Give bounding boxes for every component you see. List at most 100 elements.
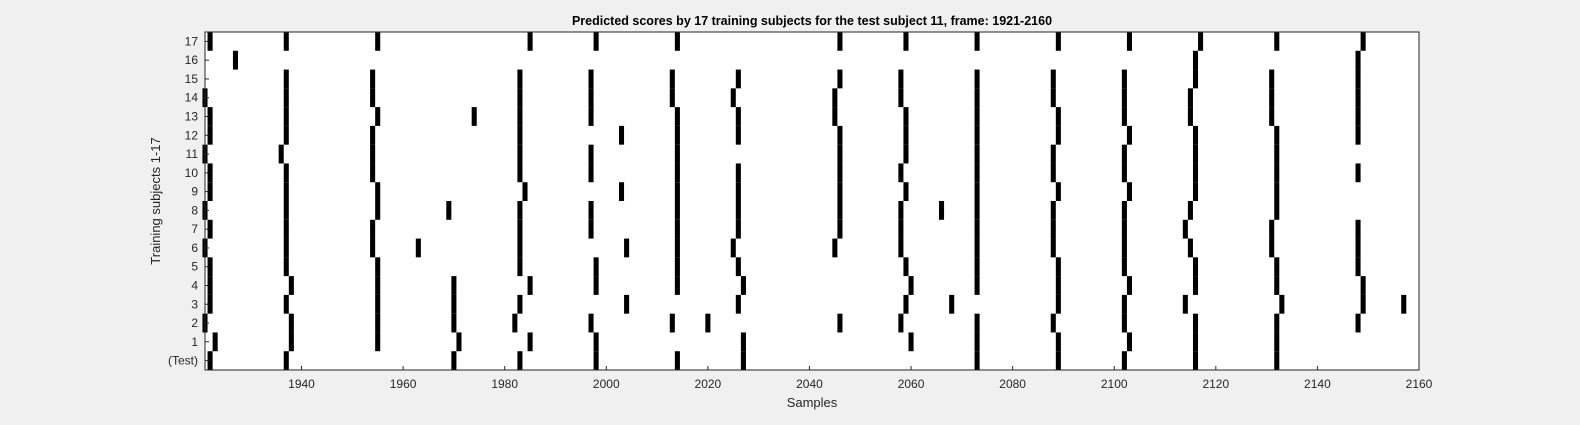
- event-bar: [837, 201, 843, 220]
- event-bar: [1269, 88, 1275, 108]
- event-bar: [674, 182, 680, 201]
- y-tick-label: 6: [191, 241, 198, 255]
- y-tick-label: 15: [185, 72, 199, 86]
- event-bar: [207, 276, 213, 295]
- event-bar: [288, 332, 294, 352]
- event-bar: [207, 257, 213, 277]
- event-bar: [1055, 32, 1061, 51]
- event-bar: [1355, 69, 1361, 89]
- event-bar: [1274, 257, 1280, 277]
- event-bar: [974, 313, 980, 333]
- event-bar: [669, 69, 675, 89]
- event-bar: [451, 294, 457, 314]
- event-bar: [674, 201, 680, 220]
- event-bar: [1187, 201, 1193, 220]
- event-bar: [898, 88, 904, 108]
- event-bar: [624, 238, 630, 258]
- event-bar: [1274, 332, 1280, 352]
- event-bar: [1121, 88, 1127, 108]
- event-bar: [705, 313, 711, 333]
- event-bar: [735, 163, 741, 183]
- event-bar: [207, 351, 213, 370]
- event-bar: [1192, 69, 1199, 89]
- event-bar: [212, 332, 218, 352]
- event-bar: [1198, 32, 1204, 51]
- y-tick-label: (Test): [168, 354, 198, 368]
- event-bar: [1269, 219, 1275, 239]
- event-bar: [740, 276, 746, 295]
- y-tick-label: 16: [185, 53, 199, 67]
- event-bar: [1126, 125, 1132, 145]
- event-bar: [1050, 238, 1056, 258]
- event-bar: [1126, 276, 1132, 295]
- event-bar: [370, 238, 376, 258]
- event-bar: [1192, 257, 1199, 277]
- event-bar: [517, 69, 523, 89]
- event-bar: [903, 144, 909, 164]
- event-bar: [283, 257, 289, 277]
- event-bar: [1121, 201, 1127, 220]
- event-bar: [451, 276, 457, 295]
- y-tick-label: 7: [191, 222, 198, 236]
- x-axis-label: Samples: [787, 395, 838, 410]
- event-bar: [908, 332, 914, 352]
- event-bar: [974, 201, 980, 220]
- event-bar: [837, 69, 843, 89]
- event-bar: [1279, 294, 1285, 314]
- event-bar: [674, 125, 680, 145]
- event-bar: [908, 276, 914, 295]
- event-bar: [837, 219, 843, 239]
- event-bar: [735, 294, 741, 314]
- event-bar: [674, 144, 680, 164]
- event-bar: [898, 201, 904, 220]
- event-bar: [837, 144, 843, 164]
- event-bar: [1187, 88, 1193, 108]
- event-bar: [618, 125, 625, 145]
- event-bar: [974, 332, 980, 352]
- event-bar: [1274, 163, 1280, 183]
- event-bar: [1055, 257, 1061, 277]
- event-bar: [1050, 69, 1056, 89]
- event-bar: [1360, 32, 1366, 51]
- y-tick-label: 11: [186, 147, 199, 161]
- event-bar: [1121, 107, 1127, 126]
- event-bar: [1121, 163, 1127, 183]
- event-bar: [375, 276, 381, 295]
- event-bar: [1274, 125, 1280, 145]
- event-bar: [517, 125, 523, 145]
- event-bar: [898, 219, 904, 239]
- event-bar: [283, 294, 289, 314]
- event-bar: [939, 201, 945, 220]
- y-tick-label: 2: [191, 316, 198, 330]
- event-bar: [1050, 313, 1056, 333]
- event-bar: [207, 163, 213, 183]
- event-bar: [974, 32, 980, 51]
- event-bar: [898, 238, 904, 258]
- chart-title: Predicted scores by 17 training subjects…: [572, 14, 1052, 28]
- event-bar: [974, 238, 980, 258]
- event-bar: [370, 219, 376, 239]
- event-bar: [1121, 257, 1127, 277]
- event-bar: [1055, 351, 1061, 370]
- event-bar: [207, 182, 213, 201]
- event-bar: [375, 257, 381, 277]
- event-bar: [837, 32, 843, 51]
- event-bar: [288, 276, 294, 295]
- event-bar: [1055, 182, 1061, 201]
- event-bar: [451, 351, 457, 370]
- event-bar: [832, 238, 838, 258]
- event-bar: [593, 276, 599, 295]
- event-bar: [517, 294, 523, 314]
- event-bar: [207, 125, 213, 145]
- event-bar: [588, 107, 594, 126]
- event-bar: [1274, 313, 1280, 333]
- x-tick-label: 2140: [1304, 377, 1331, 391]
- event-bar: [832, 88, 838, 108]
- event-bar: [1355, 257, 1361, 277]
- event-bar: [283, 32, 289, 51]
- y-tick-label: 5: [191, 260, 198, 274]
- event-bar: [451, 313, 457, 333]
- event-bar: [527, 32, 533, 51]
- event-bar: [370, 144, 376, 164]
